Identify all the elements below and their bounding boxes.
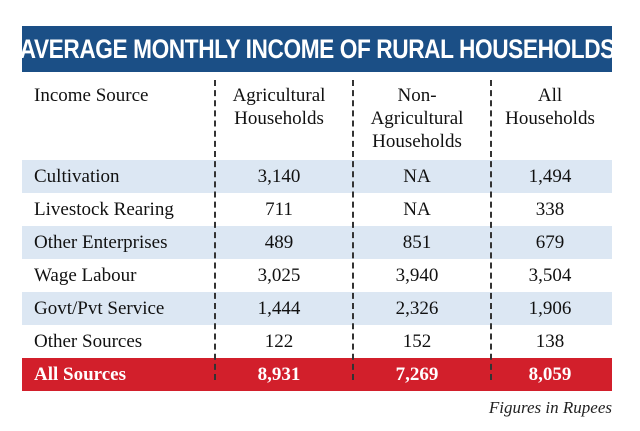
- header-agricultural: Agricultural Households: [214, 84, 344, 130]
- header-line: Non-: [397, 85, 437, 106]
- row-label: Other Sources: [34, 331, 143, 352]
- value-cell: 338: [535, 199, 565, 220]
- header-line: Households: [234, 108, 324, 129]
- table-row: Other Sources 122 152 138: [22, 325, 612, 358]
- value-cell: 711: [265, 199, 293, 220]
- table-row: Cultivation 3,140 NA 1,494: [22, 160, 612, 193]
- table-row-total: All Sources 8,931 7,269 8,059: [22, 358, 612, 391]
- value-cell: 3,140: [257, 166, 301, 187]
- value-cell: 138: [535, 331, 565, 352]
- units-note: Figures in Rupees: [488, 398, 612, 417]
- row-label: Cultivation: [34, 166, 120, 187]
- row-label: Other Enterprises: [34, 232, 168, 253]
- row-label: Govt/Pvt Service: [34, 298, 165, 319]
- value-cell: 1,494: [528, 166, 572, 187]
- column-divider: [490, 80, 492, 380]
- value-cell: 8,059: [528, 364, 572, 385]
- value-cell: 1,444: [257, 298, 301, 319]
- table-row: Livestock Rearing 711 NA 338: [22, 193, 612, 226]
- row-label: Wage Labour: [34, 265, 137, 286]
- row-label: Livestock Rearing: [34, 199, 174, 220]
- value-cell: 1,906: [528, 298, 572, 319]
- column-divider: [352, 80, 354, 380]
- value-cell: 8,931: [257, 364, 301, 385]
- header-income-source: Income Source: [34, 84, 214, 107]
- table-row: Wage Labour 3,025 3,940 3,504: [22, 259, 612, 292]
- header-non-agricultural: Non- Agricultural Households: [352, 84, 482, 153]
- header-line: Households: [505, 108, 595, 129]
- value-cell: 7,269: [395, 364, 439, 385]
- value-cell: 3,940: [395, 265, 439, 286]
- column-divider: [214, 80, 216, 380]
- value-cell: NA: [403, 199, 431, 220]
- header-all-households: All Households: [490, 84, 610, 130]
- table-header: Income Source Agricultural Households No…: [22, 80, 612, 160]
- value-cell: 489: [264, 232, 294, 253]
- chart-title: AVERAGE MONTHLY INCOME OF RURAL HOUSEHOL…: [19, 33, 615, 64]
- table-row: Govt/Pvt Service 1,444 2,326 1,906: [22, 292, 612, 325]
- value-cell: 3,504: [528, 265, 572, 286]
- header-line: All: [537, 85, 563, 106]
- header-line: Income Source: [34, 85, 149, 106]
- header-line: Agricultural: [232, 85, 326, 106]
- value-cell: 122: [264, 331, 294, 352]
- header-line: Households: [372, 131, 462, 152]
- header-line: Agricultural: [370, 108, 464, 129]
- row-label: All Sources: [34, 364, 127, 385]
- value-cell: 679: [535, 232, 565, 253]
- table-row: Other Enterprises 489 851 679: [22, 226, 612, 259]
- value-cell: 2,326: [395, 298, 439, 319]
- value-cell: 851: [402, 232, 432, 253]
- chart-title-banner: AVERAGE MONTHLY INCOME OF RURAL HOUSEHOL…: [19, 26, 615, 72]
- income-table: Income Source Agricultural Households No…: [22, 80, 612, 391]
- value-cell: 3,025: [257, 265, 301, 286]
- value-cell: 152: [402, 331, 432, 352]
- value-cell: NA: [403, 166, 431, 187]
